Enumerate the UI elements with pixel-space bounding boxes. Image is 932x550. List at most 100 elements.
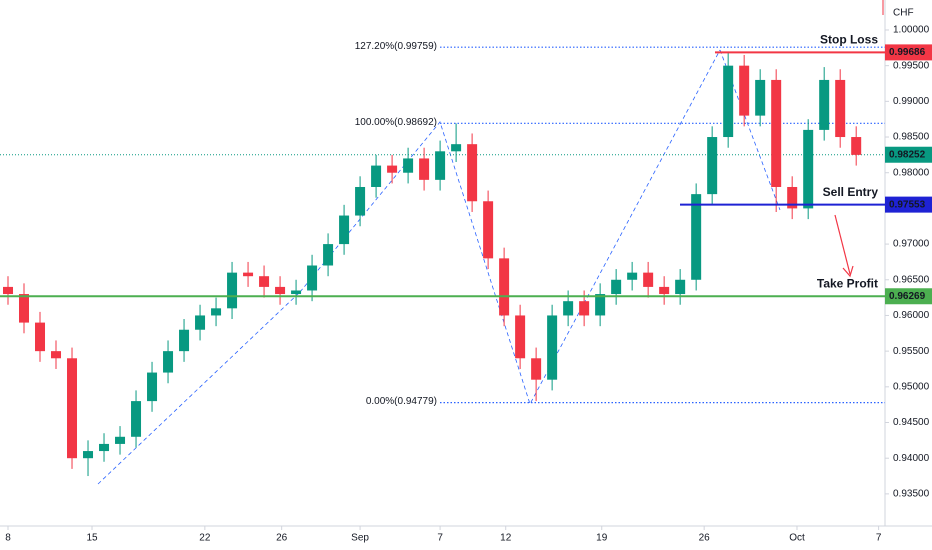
candle-body <box>163 351 174 373</box>
x-tick-label: Sep <box>351 533 369 544</box>
y-tick-label: 0.95000 <box>893 381 930 392</box>
x-tick-label: 26 <box>276 533 288 544</box>
fib-trend <box>299 49 721 406</box>
y-tick-label: 0.95500 <box>893 346 930 357</box>
candle-body <box>371 165 382 187</box>
candle-body <box>51 351 62 359</box>
candle-body <box>595 294 606 316</box>
x-tick-label: 7 <box>876 533 882 544</box>
level-name: Take Profit <box>817 276 878 290</box>
candle-body <box>339 215 350 245</box>
candle-body <box>691 194 702 280</box>
candle-body <box>531 358 542 380</box>
arrow <box>834 214 851 275</box>
candle-body <box>211 308 222 316</box>
candle-body <box>547 315 558 380</box>
candle-body <box>627 272 638 280</box>
candle-body <box>707 137 718 195</box>
candle-body <box>435 151 446 180</box>
candle-body <box>483 201 494 259</box>
x-tick-label: 19 <box>596 533 608 544</box>
y-tick-label: 0.94000 <box>893 453 930 464</box>
x-tick-label: 12 <box>500 533 512 544</box>
candle-body <box>787 186 798 209</box>
candle-body <box>659 286 670 295</box>
y-tick-label: 0.99000 <box>893 96 930 107</box>
candle-body <box>195 315 206 330</box>
price-box <box>885 288 932 305</box>
candle-body <box>819 79 830 130</box>
candle-body <box>403 158 414 173</box>
candle-body <box>3 286 14 295</box>
candle-body <box>275 286 286 295</box>
candle-body <box>67 358 78 459</box>
candle-body <box>131 401 142 437</box>
candle-body <box>563 301 574 316</box>
price-box-label: 0.97553 <box>889 199 926 210</box>
y-tick-label: 0.97000 <box>893 239 930 250</box>
candle-body <box>227 272 238 309</box>
candle-body <box>771 79 782 187</box>
y-tick-label: 0.96000 <box>893 310 930 321</box>
candle-body <box>291 290 302 295</box>
currency: CHF <box>893 8 914 19</box>
level-name: Stop Loss <box>820 33 878 47</box>
candle-body <box>419 158 430 180</box>
price-box <box>885 196 932 213</box>
candle-body <box>115 436 126 444</box>
price-box-label: 0.98252 <box>889 149 926 160</box>
candle-body <box>147 372 158 402</box>
y-tick-label: 0.98500 <box>893 132 930 143</box>
fib-trend <box>97 291 301 485</box>
fib-label: 100.00%(0.98692) <box>355 117 437 128</box>
price-box <box>885 146 932 163</box>
candle-body <box>723 65 734 138</box>
candle-body <box>499 258 510 316</box>
y-tick-label: 0.98000 <box>893 167 930 178</box>
candle-body <box>307 265 318 291</box>
candle-body <box>451 144 462 152</box>
level-name: Sell Entry <box>823 185 879 199</box>
candle-body <box>611 279 622 295</box>
candle-body <box>99 443 110 452</box>
x-tick-label: 7 <box>437 533 443 544</box>
y-tick-label: 1.00000 <box>893 25 930 36</box>
candle-body <box>467 144 478 202</box>
x-tick-label: 8 <box>5 533 11 544</box>
candle-body <box>739 65 750 116</box>
candle-body <box>515 315 526 359</box>
candle-body <box>851 137 862 155</box>
candle-body <box>675 279 686 295</box>
y-tick-label: 0.99500 <box>893 60 930 71</box>
candle-body <box>83 451 94 459</box>
price-box-label: 0.96269 <box>889 291 926 302</box>
candle-body <box>243 272 254 277</box>
candle-body <box>643 272 654 287</box>
candle-body <box>803 129 814 209</box>
candle-body <box>19 294 30 323</box>
candle-body <box>179 329 190 352</box>
candle-body <box>387 165 398 173</box>
candle-body <box>579 301 590 316</box>
fib-label: 0.00%(0.94779) <box>366 396 437 407</box>
price-box-label: 0.99686 <box>889 47 926 58</box>
fib-label: 127.20%(0.99759) <box>355 41 437 52</box>
candle-body <box>835 79 846 138</box>
y-tick-label: 0.96500 <box>893 274 930 285</box>
candle-body <box>35 322 46 352</box>
arrow-head <box>842 265 854 278</box>
candle-body <box>355 186 366 216</box>
candle-body <box>755 79 766 116</box>
x-tick-label: 26 <box>699 533 711 544</box>
x-tick-label: Oct <box>789 533 805 544</box>
candle-body <box>323 244 334 266</box>
y-tick-label: 0.94500 <box>893 417 930 428</box>
price-box <box>885 44 932 61</box>
y-tick-label: 0.93500 <box>893 489 930 500</box>
candle-body <box>259 276 270 287</box>
x-tick-label: 15 <box>86 533 98 544</box>
x-tick-label: 22 <box>199 533 211 544</box>
